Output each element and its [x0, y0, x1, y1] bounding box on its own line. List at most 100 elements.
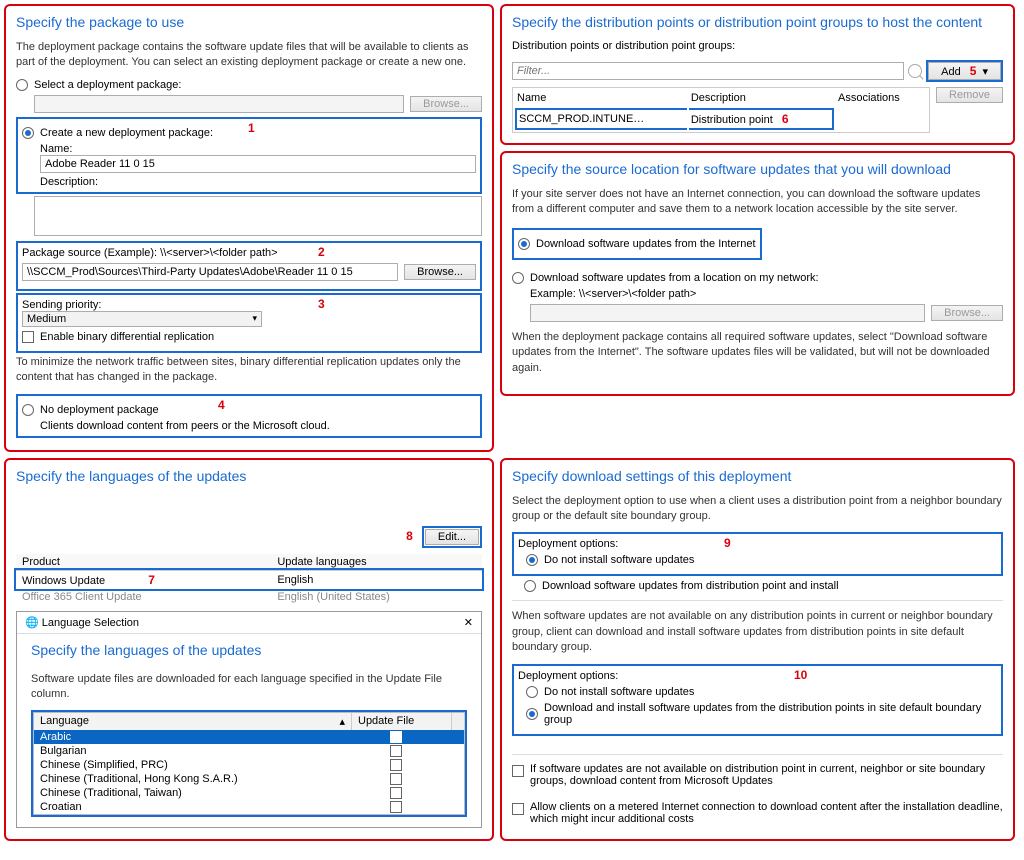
description-input[interactable]	[34, 196, 482, 236]
annotation-1: 1	[248, 121, 255, 135]
panel-dl-title: Specify download settings of this deploy…	[512, 468, 1003, 484]
search-icon	[908, 64, 922, 78]
col-langs: Update languages	[271, 554, 482, 571]
dialog-heading: Specify the languages of the updates	[31, 642, 467, 658]
panel-dl-desc: Select the deployment option to use when…	[512, 494, 1003, 525]
dp-row-desc: Distribution point	[691, 114, 773, 126]
annotation-10: 10	[794, 668, 807, 682]
dp-label: Distribution points or distribution poin…	[512, 40, 1003, 52]
col-update-file[interactable]: Update File	[352, 713, 452, 730]
browse-existing-button: Browse...	[410, 96, 482, 112]
edit-languages-button[interactable]: Edit...	[425, 529, 479, 545]
annotation-8: 8	[406, 529, 413, 543]
label-create-package: Create a new deployment package:	[40, 127, 213, 139]
annotation-7: 7	[148, 573, 155, 587]
annotation-2: 2	[318, 245, 325, 259]
table-row[interactable]: Office 365 Client Update English (United…	[16, 589, 482, 605]
send-prio-select[interactable]: Medium ▾	[22, 311, 262, 327]
panel-src-title: Specify the source location for software…	[512, 161, 1003, 177]
name-input[interactable]	[40, 155, 476, 173]
dp-col-assoc: Associations	[836, 90, 927, 106]
panel-package-desc: The deployment package contains the soft…	[16, 40, 482, 71]
panel-languages: Specify the languages of the updates 8 E…	[4, 458, 494, 841]
lang-row-arabic[interactable]: Arabic	[34, 730, 464, 744]
desc-label: Description:	[40, 176, 476, 188]
network-path-input	[530, 304, 925, 322]
lang-checkbox[interactable]	[390, 759, 402, 771]
dp-remove-button: Remove	[936, 87, 1003, 103]
lang-checkbox[interactable]	[390, 731, 402, 743]
src-note: When the deployment package contains all…	[512, 330, 1003, 376]
radio-g2-download-install[interactable]	[526, 708, 538, 720]
panel-lang-title: Specify the languages of the updates	[16, 468, 482, 484]
language-selection-dialog: 🌐 Language Selection ✕ Specify the langu…	[16, 611, 482, 829]
label-g2-no-install: Do not install software updates	[544, 686, 694, 698]
panel-download-settings: Specify download settings of this deploy…	[500, 458, 1015, 841]
annotation-5: 5	[970, 64, 977, 78]
browse-network-button: Browse...	[931, 305, 1003, 321]
mid-note: When software updates are not available …	[512, 609, 1003, 655]
label-g1-download-install: Download software updates from distribut…	[542, 580, 839, 592]
radio-g1-download-install[interactable]	[524, 580, 536, 592]
label-chk-metered: Allow clients on a metered Internet conn…	[530, 801, 1003, 825]
radio-download-internet[interactable]	[518, 238, 530, 250]
radio-select-package[interactable]	[16, 79, 28, 91]
panel-distribution-points: Specify the distribution points or distr…	[500, 4, 1015, 145]
globe-icon: 🌐	[25, 617, 39, 629]
dp-row[interactable]: SCCM_PROD.INTUNE… Distribution point 6	[515, 108, 927, 130]
group-sending-priority: 3 Sending priority: Medium ▾ Enable bina…	[16, 293, 482, 353]
binary-diff-checkbox[interactable]	[22, 331, 34, 343]
chevron-down-icon: ▾	[252, 313, 257, 325]
annotation-3: 3	[318, 297, 325, 311]
network-example: Example: \\<server>\<folder path>	[530, 288, 1003, 300]
group-deploy-opts-1: 9 Deployment options: Do not install sof…	[512, 532, 1003, 576]
language-table: Language ▴ Update File Arabic Bulgarian …	[33, 712, 465, 815]
lang-checkbox[interactable]	[390, 801, 402, 813]
lang-checkbox[interactable]	[390, 773, 402, 785]
radio-g1-no-install[interactable]	[526, 554, 538, 566]
browse-source-button[interactable]: Browse...	[404, 264, 476, 280]
radio-create-package[interactable]	[22, 127, 34, 139]
dp-col-name: Name	[515, 90, 687, 106]
chk-metered[interactable]	[512, 803, 524, 815]
lang-row[interactable]: Croatian	[34, 800, 464, 814]
dp-col-desc: Description	[689, 90, 834, 106]
radio-no-package[interactable]	[22, 404, 34, 416]
col-language[interactable]: Language ▴	[34, 713, 352, 730]
dialog-desc: Software update files are downloaded for…	[31, 672, 467, 703]
group-deploy-opts-2: 10 Deployment options: Do not install so…	[512, 664, 1003, 736]
table-row[interactable]: Windows Update 7 English	[16, 570, 482, 589]
lang-checkbox[interactable]	[390, 745, 402, 757]
dp-filter-input[interactable]	[512, 62, 904, 80]
label-download-network: Download software updates from a locatio…	[530, 272, 819, 284]
pkg-src-label: Package source (Example): \\<server>\<fo…	[22, 247, 476, 259]
name-label: Name:	[40, 143, 476, 155]
radio-download-network[interactable]	[512, 272, 524, 284]
panel-dp-title: Specify the distribution points or distr…	[512, 14, 1003, 30]
radio-g2-no-install[interactable]	[526, 686, 538, 698]
send-prio-label: Sending priority:	[22, 299, 476, 311]
pkg-src-input[interactable]	[22, 263, 398, 281]
lang-row[interactable]: Bulgarian	[34, 744, 464, 758]
lang-row[interactable]: Chinese (Traditional, Hong Kong S.A.R.)	[34, 772, 464, 786]
dialog-title: Language Selection	[42, 617, 139, 629]
lang-row[interactable]: Chinese (Traditional, Taiwan)	[34, 786, 464, 800]
lang-row[interactable]: Chinese (Simplified, PRC)	[34, 758, 464, 772]
annotation-6: 6	[782, 112, 789, 126]
chk-ms-updates[interactable]	[512, 765, 524, 777]
row1-lang: English	[271, 570, 482, 589]
dp-add-label: Add	[941, 66, 961, 78]
dp-add-button[interactable]: Add 5▾	[928, 62, 1001, 80]
dp-row-name: SCCM_PROD.INTUNE…	[515, 108, 687, 130]
label-chk-ms-updates: If software updates are not available on…	[530, 763, 1003, 787]
no-package-note: Clients download content from peers or t…	[40, 420, 476, 432]
close-icon[interactable]: ✕	[464, 616, 473, 629]
row2-product: Office 365 Client Update	[16, 589, 271, 605]
annotation-4: 4	[218, 398, 225, 412]
binary-diff-label: Enable binary differential replication	[40, 331, 214, 343]
col-product: Product	[16, 554, 271, 571]
binary-note: To minimize the network traffic between …	[16, 355, 482, 386]
panel-source-location: Specify the source location for software…	[500, 151, 1015, 396]
group-create-package: 1 Create a new deployment package: Name:…	[16, 117, 482, 194]
lang-checkbox[interactable]	[390, 787, 402, 799]
